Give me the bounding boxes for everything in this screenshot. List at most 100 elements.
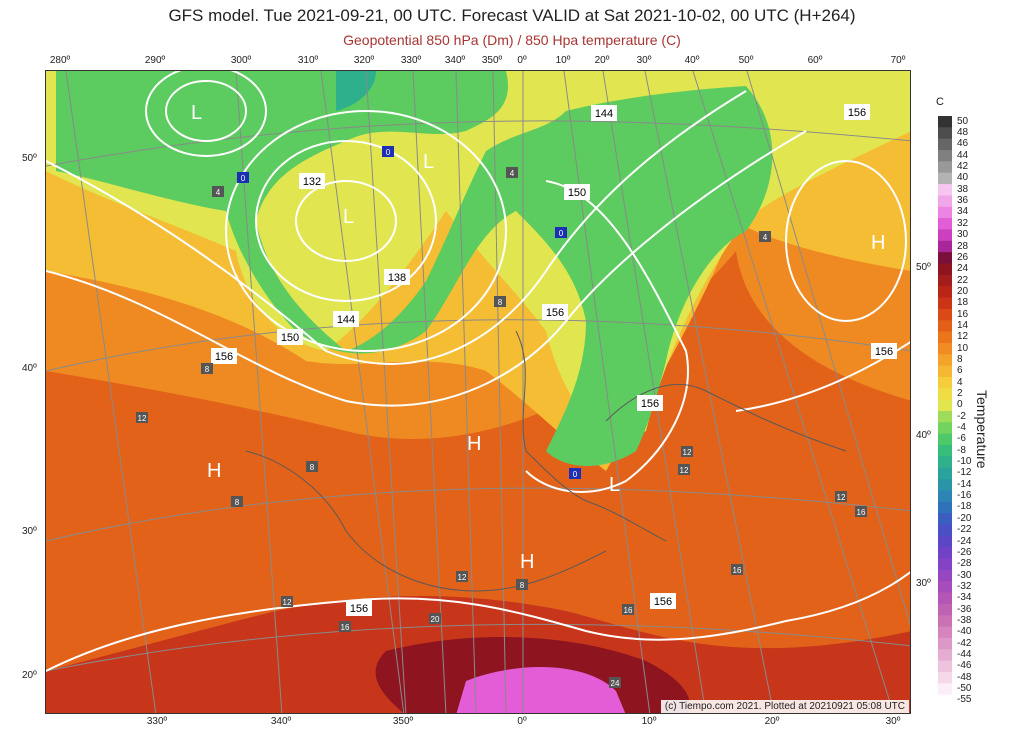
- coastlines: [245, 330, 847, 592]
- lon-label: 300º: [230, 55, 252, 66]
- legend-swatch: [938, 229, 952, 242]
- legend-label: 48: [957, 127, 969, 138]
- high-pressure-center: H: [520, 551, 534, 573]
- contour-label: 138: [388, 272, 406, 284]
- legend-swatch: [938, 524, 952, 537]
- legend-swatch: [938, 649, 952, 662]
- lon-label: 10º: [555, 55, 571, 66]
- temperature-field-green: [56, 71, 773, 466]
- contour-label: 156: [875, 346, 893, 358]
- legend-label: -48: [957, 671, 972, 683]
- legend-label: -38: [957, 614, 972, 626]
- contour-label: 156: [848, 107, 866, 119]
- legend-label: 10: [957, 342, 969, 354]
- legend-label: 46: [957, 138, 969, 150]
- legend-swatch: [938, 240, 952, 253]
- station-temp: 16: [341, 623, 350, 632]
- contour-label: 156: [350, 603, 368, 615]
- legend-label: -18: [957, 501, 972, 513]
- legend-swatch: [938, 252, 952, 264]
- legend-label: 16: [957, 308, 969, 320]
- legend-swatch: [938, 138, 952, 151]
- station-temp: 0: [241, 174, 246, 183]
- lat-label: 30º: [22, 526, 37, 537]
- lon-label: 280º: [49, 55, 71, 66]
- station-temp: 12: [138, 414, 147, 423]
- legend-label: -24: [957, 535, 972, 547]
- weather-map[interactable]: 132 138 144 144 150 150 156 156 156 156 …: [45, 70, 911, 714]
- station-temp: 8: [205, 365, 210, 374]
- legend-swatch: [938, 161, 952, 174]
- map-title: GFS model. Tue 2021-09-21, 00 UTC. Forec…: [168, 6, 856, 25]
- legend-label: -40: [957, 626, 972, 638]
- high-pressure-center: H: [467, 433, 481, 455]
- station-temp: 8: [498, 298, 503, 307]
- high-pressure-center: H: [207, 460, 221, 482]
- contour-label: 156: [654, 596, 672, 608]
- legend-swatch: [938, 479, 952, 491]
- lon-label: 20º: [594, 55, 610, 66]
- temperature-colorbar: [938, 116, 952, 706]
- low-pressure-center: L: [609, 474, 620, 496]
- legend-label: -8: [957, 444, 966, 456]
- lat-label: 50º: [22, 153, 37, 164]
- station-temp: 4: [510, 169, 515, 178]
- station-temp: 12: [680, 466, 689, 475]
- station-temp: 12: [683, 448, 692, 457]
- lon-label: 320º: [353, 55, 375, 66]
- legend-swatch: [938, 195, 952, 208]
- station-temp: 0: [559, 229, 564, 238]
- legend-swatch: [938, 218, 952, 230]
- legend-label: 0: [957, 399, 963, 411]
- legend-label: -50: [957, 683, 972, 694]
- legend-swatch: [938, 694, 952, 706]
- legend-label: 44: [957, 149, 969, 161]
- station-temp: 0: [573, 470, 578, 479]
- legend-label: 2: [957, 388, 963, 399]
- station-temp: 20: [431, 615, 440, 624]
- lon-label: 70º: [890, 55, 906, 66]
- legend-swatch: [938, 150, 952, 162]
- station-temp: 12: [283, 598, 292, 607]
- legend-label: 4: [957, 376, 963, 388]
- legend-label: -16: [957, 490, 972, 502]
- legend-swatch: [938, 592, 952, 605]
- legend-label: -34: [957, 592, 972, 604]
- station-temp: 8: [235, 498, 240, 507]
- temperature-field-hottest: [456, 667, 626, 713]
- legend-label: 12: [957, 331, 969, 343]
- lon-label: 50º: [738, 55, 754, 66]
- legend-label: -22: [957, 524, 972, 536]
- legend-label: 24: [957, 263, 969, 275]
- lon-label: 10º: [641, 716, 657, 727]
- legend-label: 18: [957, 297, 969, 309]
- high-pressure-center: H: [871, 232, 885, 254]
- legend-swatch: [938, 445, 952, 457]
- legend-swatch: [938, 331, 952, 344]
- contour-label: 156: [546, 307, 564, 319]
- station-temp: 4: [216, 188, 221, 197]
- legend-label: -30: [957, 569, 972, 581]
- contour-label: 150: [281, 332, 299, 344]
- legend-label: -32: [957, 580, 972, 592]
- lon-label: 0º: [517, 55, 527, 66]
- low-pressure-center: L: [191, 102, 202, 124]
- legend-label: -44: [957, 648, 972, 660]
- lon-label: 310º: [297, 55, 319, 66]
- station-temp: 8: [310, 463, 315, 472]
- lon-label: 0º: [517, 716, 527, 727]
- low-pressure-center: L: [343, 206, 354, 228]
- lon-label: 350º: [481, 55, 503, 66]
- legend-swatch: [938, 422, 952, 435]
- legend-label: -14: [957, 478, 972, 490]
- legend-swatch: [938, 513, 952, 525]
- legend-swatch: [938, 297, 952, 310]
- contour-label: 156: [215, 351, 233, 363]
- lon-label: 290º: [144, 55, 166, 66]
- station-temp: 12: [837, 493, 846, 502]
- legend-swatch: [938, 683, 952, 696]
- legend-swatch: [938, 411, 952, 423]
- legend-swatch: [938, 547, 952, 559]
- legend-swatch: [938, 342, 952, 355]
- lon-label: 60º: [807, 55, 823, 66]
